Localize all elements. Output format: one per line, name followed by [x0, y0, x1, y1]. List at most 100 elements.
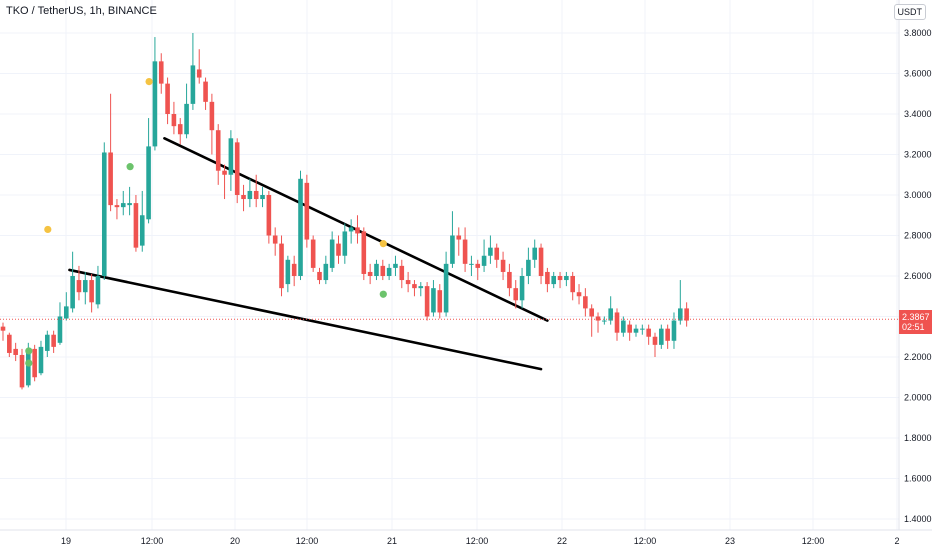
candle — [298, 170, 303, 281]
signal-markers — [25, 78, 387, 367]
candle-body — [640, 328, 645, 330]
trendline — [68, 268, 543, 371]
candle — [317, 267, 322, 285]
time-tick-label: 22 — [557, 536, 567, 546]
candle-body — [399, 265, 405, 281]
candle — [89, 273, 94, 313]
candle — [500, 251, 506, 281]
candle-body — [57, 316, 63, 343]
candle-body — [89, 280, 94, 303]
candle-body — [95, 276, 101, 305]
candle-body — [551, 276, 557, 285]
candle — [114, 199, 120, 220]
candle-body — [589, 308, 594, 317]
candle — [38, 340, 44, 376]
price-axis: 3.8000 3.6000 3.4000 3.2000 3.0000 2.8000 2.60… — [904, 28, 932, 524]
candle-body — [45, 334, 50, 351]
candle-body — [101, 152, 107, 276]
candle — [304, 174, 310, 248]
candle-body — [285, 259, 291, 285]
candle-body — [532, 247, 538, 260]
candle-body — [393, 263, 398, 268]
candle-body — [614, 312, 620, 333]
candle-body — [291, 263, 297, 276]
candle-body — [323, 263, 329, 281]
candle-body — [196, 69, 202, 78]
currency-button[interactable]: USDT — [893, 4, 926, 20]
candle — [13, 342, 18, 362]
trendlines — [68, 137, 549, 371]
green-signal-marker — [25, 359, 33, 367]
candle — [513, 280, 519, 309]
candle — [640, 324, 645, 335]
bar-countdown: 02:51 — [902, 322, 925, 333]
candle-body — [0, 326, 6, 331]
candle — [177, 118, 183, 145]
candle-body — [342, 231, 348, 256]
candle — [557, 271, 563, 289]
candle — [405, 271, 411, 293]
candle — [152, 37, 158, 151]
candle-body — [488, 247, 493, 256]
orange-signal-marker — [44, 225, 52, 234]
price-tick-label: 2.6000 — [904, 271, 932, 281]
green-signal-marker — [379, 290, 387, 298]
candle-body — [7, 334, 12, 353]
candle — [589, 304, 594, 337]
candle-body — [32, 348, 37, 378]
price-tick-label: 2.0000 — [904, 393, 932, 403]
candle-body — [70, 276, 75, 309]
candle — [336, 235, 341, 264]
candle — [475, 259, 481, 281]
candle-body — [494, 247, 500, 260]
candle-body — [462, 239, 468, 264]
candle-body — [652, 336, 658, 345]
price-tick-label: 1.8000 — [904, 433, 932, 443]
candle — [443, 251, 449, 317]
candle — [253, 174, 259, 208]
candle — [602, 316, 607, 325]
candle — [108, 93, 113, 212]
candle-body — [646, 328, 651, 337]
price-tick-label: 1.6000 — [904, 474, 932, 484]
candle — [0, 322, 6, 341]
candle-body — [374, 263, 379, 276]
candle — [431, 280, 436, 317]
candle — [551, 271, 557, 289]
candle-body — [564, 276, 569, 281]
candle-body — [260, 195, 265, 200]
candle — [583, 288, 588, 317]
candle-body — [361, 231, 367, 274]
candle-body — [545, 271, 550, 285]
candle-body — [203, 81, 208, 102]
candle — [450, 211, 455, 268]
candle-body — [310, 239, 316, 268]
candle-body — [627, 324, 632, 333]
time-tick-label: 19 — [61, 536, 71, 546]
candle-body — [665, 328, 670, 341]
price-tick-label: 2.2000 — [904, 352, 932, 362]
candle — [196, 49, 202, 84]
candle-body — [557, 276, 563, 281]
candle — [165, 77, 170, 125]
candle — [310, 235, 316, 272]
candle — [32, 344, 37, 382]
candle — [380, 259, 386, 281]
candle — [462, 227, 468, 272]
candle — [386, 263, 392, 281]
candle-body — [247, 190, 253, 200]
candle — [355, 215, 360, 244]
candle-body — [380, 265, 386, 276]
candle-body — [678, 308, 683, 321]
candle — [418, 282, 424, 297]
candle-body — [120, 203, 126, 208]
candle — [507, 263, 512, 297]
orange-signal-marker — [145, 78, 153, 86]
candle — [659, 324, 664, 349]
candle — [158, 53, 164, 94]
candle — [146, 118, 151, 224]
price-tick-label: 3.2000 — [904, 150, 932, 160]
time-tick-label: 12:00 — [296, 536, 319, 546]
candle-body — [437, 290, 443, 313]
